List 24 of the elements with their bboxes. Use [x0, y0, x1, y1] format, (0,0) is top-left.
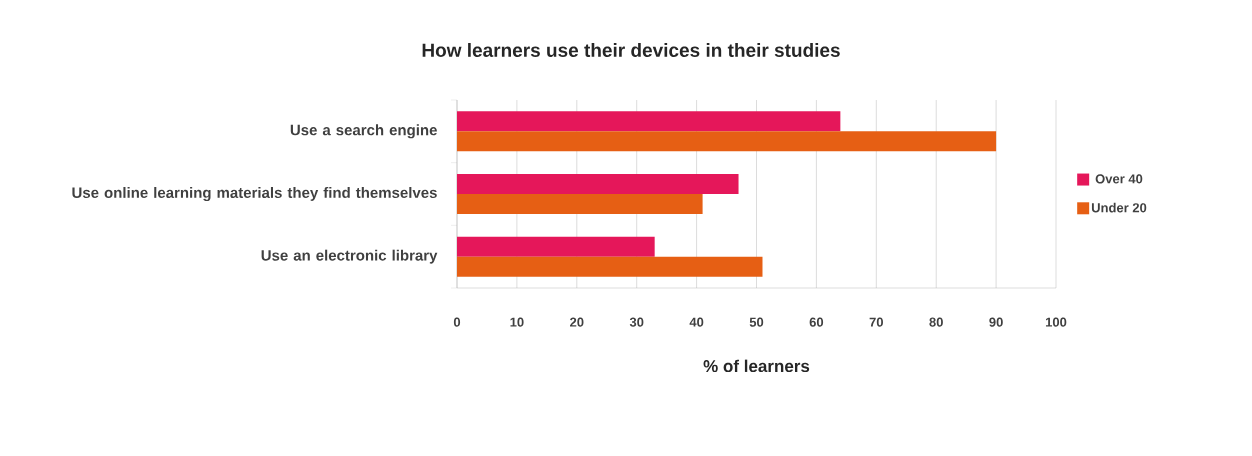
- x-axis-title: % of learners: [703, 359, 810, 373]
- x-tick-label: 30: [629, 317, 644, 327]
- bar: [457, 236, 655, 257]
- x-tick-label: 90: [989, 317, 1003, 327]
- x-tick-label: 100: [1045, 317, 1067, 327]
- x-tick-label: 50: [749, 317, 764, 327]
- x-tick-label: 20: [570, 317, 584, 327]
- legend-label: Under 20: [1091, 202, 1147, 213]
- x-tick-label: 80: [929, 317, 943, 327]
- bar: [457, 131, 997, 152]
- x-tick-label: 0: [453, 317, 461, 327]
- x-tick-label: 10: [510, 317, 524, 327]
- bar: [457, 111, 841, 132]
- bar: [457, 194, 703, 214]
- y-tick-label: Use online learning materials they find themselves: [72, 186, 437, 202]
- legend-label: Over 40: [1095, 174, 1143, 184]
- x-tick-label: 40: [689, 317, 704, 327]
- x-tick-label: 60: [809, 317, 824, 327]
- y-tick-label: Use a search engine: [290, 124, 437, 139]
- y-tick-label: Use an electronic library: [261, 249, 438, 264]
- bar: [457, 256, 763, 277]
- bar: [457, 174, 739, 194]
- chart-title: How learners use their devices in their studies: [422, 43, 840, 57]
- x-tick-label: 70: [869, 317, 883, 327]
